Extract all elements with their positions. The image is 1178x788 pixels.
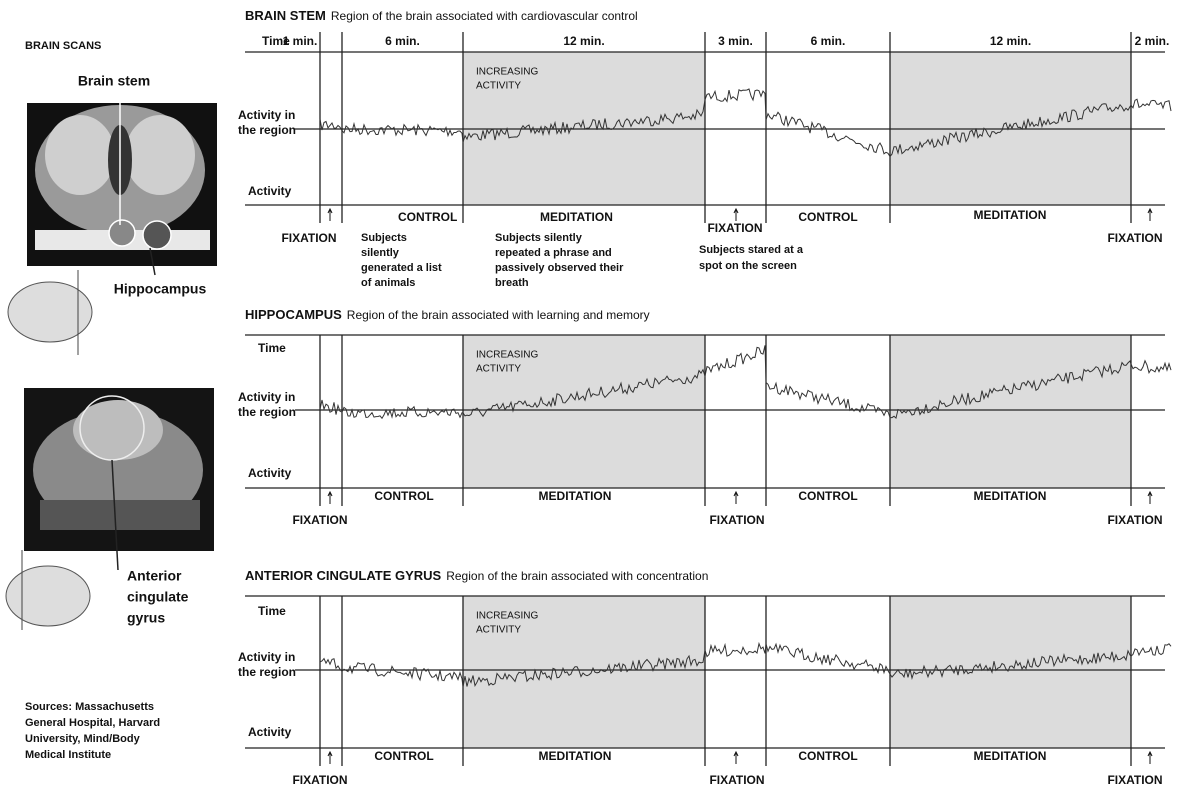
infographic: BRAIN SCANS Brain stem Hippocampus Anterior… <box>0 0 1178 788</box>
duration: 12 min. <box>563 34 604 48</box>
panel: HIPPOCAMPUS Region of the brain associate… <box>245 307 1171 506</box>
region-name: ANTERIOR CINGULATE GYRUS <box>245 568 442 583</box>
note: repeated a phrase and <box>495 247 612 259</box>
arrow <box>328 209 332 221</box>
phase-label: MEDITATION <box>539 489 612 503</box>
note: Subjects silently <box>495 232 583 244</box>
sources: Sources: Massachusetts <box>25 701 154 713</box>
phase-label: FIXATION <box>281 231 336 245</box>
time-label: Time <box>258 604 286 618</box>
phase-label: CONTROL <box>798 489 857 503</box>
note: of animals <box>361 277 415 289</box>
increasing-label: ACTIVITY <box>476 364 521 375</box>
scan-brain-stem <box>27 92 217 275</box>
arrow <box>1148 752 1152 764</box>
phase-label: MEDITATION <box>974 489 1047 503</box>
label: Brain stem <box>78 73 150 89</box>
activity-label: Activity <box>248 184 292 198</box>
arrow <box>734 492 738 504</box>
increasing-label: INCREASING <box>476 350 538 361</box>
phase-label: FIXATION <box>709 773 764 787</box>
arrow <box>1148 492 1152 504</box>
sources: General Hospital, Harvard <box>25 717 160 729</box>
arrow <box>328 492 332 504</box>
activity-label: Activity <box>248 725 292 739</box>
phase-label: CONTROL <box>798 210 857 224</box>
brain-sketch <box>8 270 92 355</box>
activity-label: Activity in <box>238 108 295 122</box>
phase-label: FIXATION <box>707 221 762 235</box>
note: generated a list <box>361 262 442 274</box>
phase-label: MEDITATION <box>974 208 1047 222</box>
arrow <box>328 752 332 764</box>
activity-label: Activity <box>248 466 292 480</box>
label: cingulate <box>127 589 189 605</box>
increasing-label: ACTIVITY <box>476 625 521 636</box>
region-name: BRAIN STEM <box>245 8 326 23</box>
duration: 1 min. <box>283 34 318 48</box>
phase-label: CONTROL <box>398 210 457 224</box>
duration: 2 min. <box>1135 34 1170 48</box>
phase-label: FIXATION <box>1107 773 1162 787</box>
arrow <box>1148 209 1152 221</box>
phase-label: CONTROL <box>374 489 433 503</box>
activity-label: Activity in <box>238 390 295 404</box>
note: breath <box>495 277 529 289</box>
phase-label: FIXATION <box>1107 231 1162 245</box>
label: Hippocampus <box>114 281 207 297</box>
phase-label: MEDITATION <box>540 210 613 224</box>
region-description: Region of the brain associated with card… <box>331 9 638 23</box>
phase-label: FIXATION <box>292 513 347 527</box>
phase-label: FIXATION <box>292 773 347 787</box>
phase-label: MEDITATION <box>974 749 1047 763</box>
label: gyrus <box>127 610 165 626</box>
panel-title: HIPPOCAMPUS Region of the brain associate… <box>245 307 650 322</box>
note: spot on the screen <box>699 260 797 272</box>
duration: 12 min. <box>990 34 1031 48</box>
arrow <box>734 209 738 221</box>
time-label: Time <box>258 341 286 355</box>
note: silently <box>361 247 400 259</box>
increasing-label: INCREASING <box>476 67 538 78</box>
meditation-shade <box>890 335 1131 488</box>
scans-title: BRAIN SCANS <box>25 40 101 52</box>
increasing-label: ACTIVITY <box>476 81 521 92</box>
duration: 6 min. <box>811 34 846 48</box>
duration: 3 min. <box>718 34 753 48</box>
region-description: Region of the brain associated with conc… <box>446 569 708 583</box>
phase-label: CONTROL <box>798 749 857 763</box>
sources: Medical Institute <box>25 749 111 761</box>
sources: University, Mind/Body <box>25 733 141 745</box>
activity-label: the region <box>238 405 296 419</box>
scan-acg <box>24 388 214 570</box>
panel: BRAIN STEM Region of the brain associated… <box>245 8 1171 223</box>
activity-label: Activity in <box>238 650 295 664</box>
panel: ANTERIOR CINGULATE GYRUS Region of the br… <box>245 568 1171 766</box>
panel-title: ANTERIOR CINGULATE GYRUS Region of the br… <box>245 568 708 583</box>
note: passively observed their <box>495 262 624 274</box>
activity-label: the region <box>238 123 296 137</box>
duration: 6 min. <box>385 34 420 48</box>
arrow <box>734 752 738 764</box>
increasing-label: INCREASING <box>476 611 538 622</box>
label: Anterior <box>127 568 182 584</box>
brain-sketch <box>6 550 90 630</box>
phase-label: MEDITATION <box>539 749 612 763</box>
region-description: Region of the brain associated with lear… <box>347 308 650 322</box>
panel-title: BRAIN STEM Region of the brain associated… <box>245 8 638 23</box>
note: Subjects stared at a <box>699 244 804 256</box>
note: Subjects <box>361 232 407 244</box>
phase-label: FIXATION <box>709 513 764 527</box>
phase-label: CONTROL <box>374 749 433 763</box>
region-name: HIPPOCAMPUS <box>245 307 342 322</box>
phase-label: FIXATION <box>1107 513 1162 527</box>
activity-label: the region <box>238 665 296 679</box>
